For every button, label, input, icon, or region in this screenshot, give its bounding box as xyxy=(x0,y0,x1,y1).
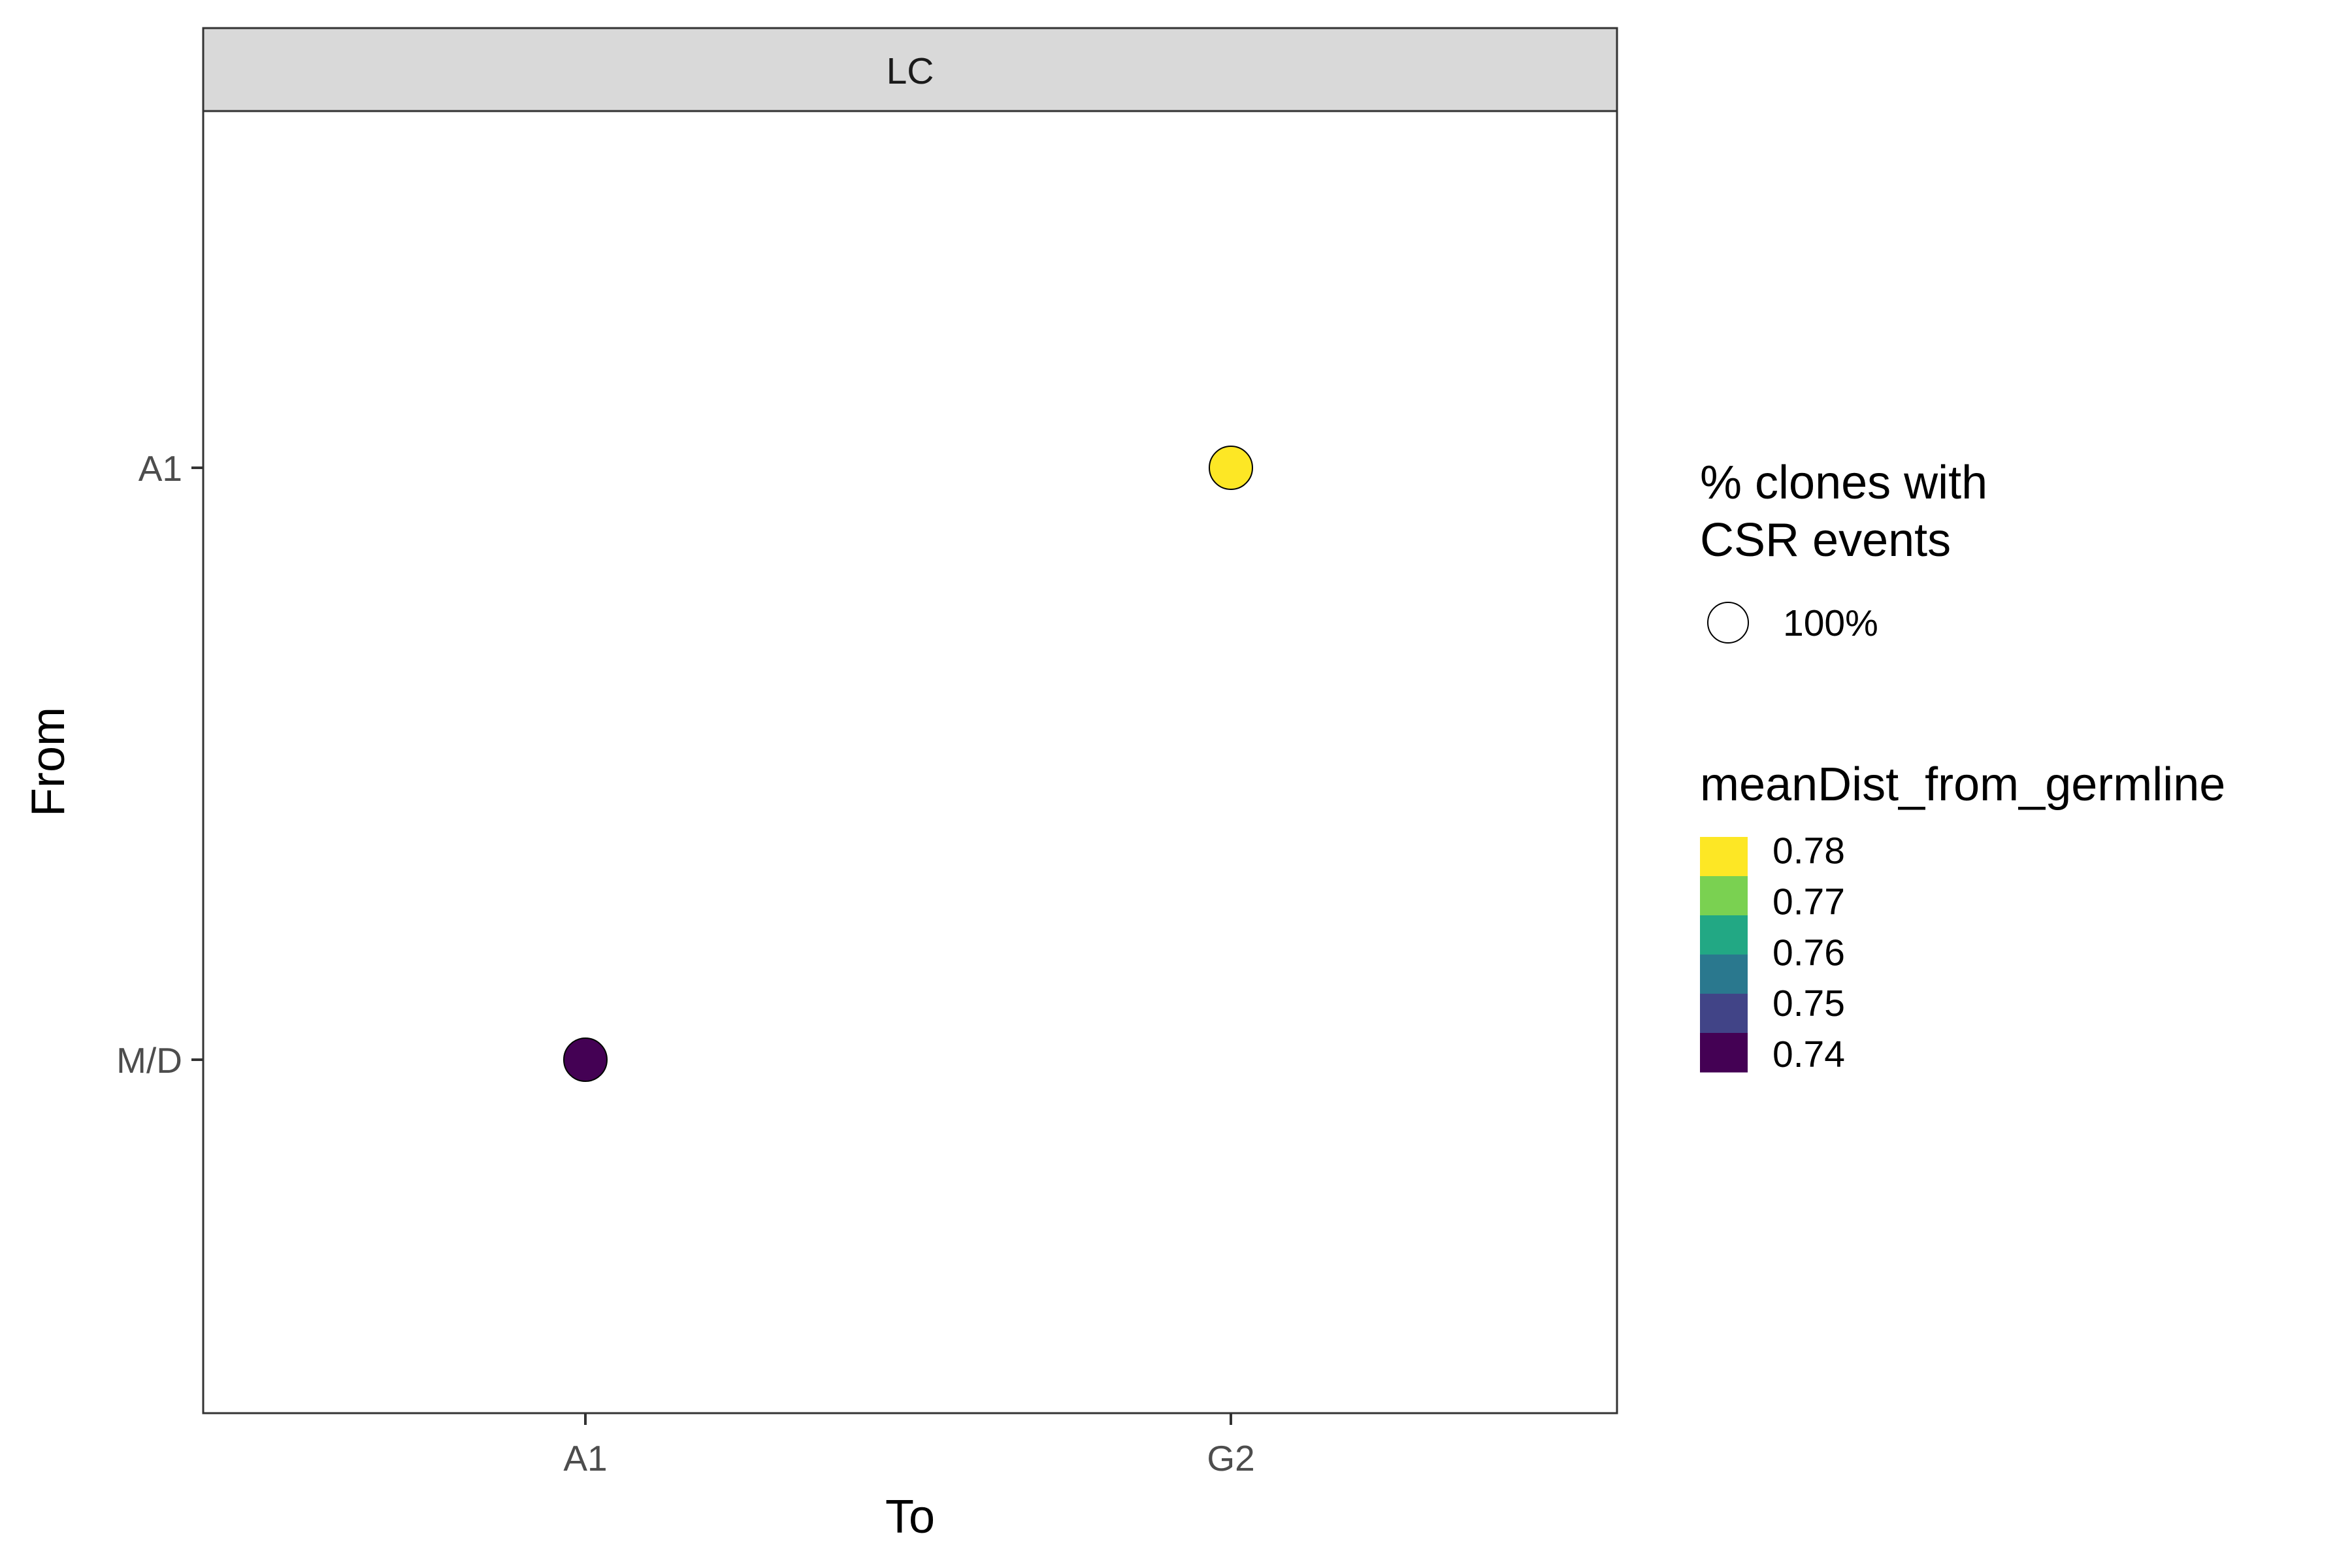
colorbar-segment xyxy=(1700,994,1748,1034)
facet-strip-label: LC xyxy=(887,50,934,92)
y-tick-label: A1 xyxy=(139,448,182,489)
colorbar-label: 0.75 xyxy=(1772,983,1845,1024)
colorbar-label: 0.76 xyxy=(1772,932,1845,973)
x-axis: A1 G2 xyxy=(563,1413,1255,1478)
colorbar-label: 0.77 xyxy=(1772,881,1845,923)
data-point xyxy=(1209,446,1253,490)
data-point xyxy=(563,1037,608,1082)
size-legend: % clones with CSR events 100% xyxy=(1700,457,1987,644)
x-tick-label: A1 xyxy=(563,1438,607,1478)
size-legend-title-line1: % clones with xyxy=(1700,457,1987,509)
colorbar-segment xyxy=(1700,837,1748,877)
y-axis-title: From xyxy=(22,707,74,817)
colorbar-segment xyxy=(1700,915,1748,955)
points-layer xyxy=(563,446,1253,1082)
facet-strip xyxy=(202,27,1618,112)
colorbar xyxy=(1700,837,1748,1073)
colorbar-label: 0.74 xyxy=(1772,1034,1845,1075)
x-axis-title: To xyxy=(885,1491,935,1543)
size-legend-label: 100% xyxy=(1783,602,1878,644)
colorbar-segment xyxy=(1700,876,1748,916)
y-tick-label: M/D xyxy=(116,1040,182,1081)
size-legend-key xyxy=(1707,602,1749,644)
colorbar-segment xyxy=(1700,955,1748,994)
size-legend-title-line2: CSR events xyxy=(1700,514,1951,566)
plot-panel xyxy=(202,110,1618,1414)
color-legend: meanDist_from_germline 0.780.770.760.750… xyxy=(1700,759,2225,1075)
colorbar-segment xyxy=(1700,1033,1748,1073)
colorbar-labels: 0.78 0.77 0.76 0.75 0.74 xyxy=(1772,830,1845,1075)
x-tick-label: G2 xyxy=(1207,1438,1254,1478)
colorbar-label: 0.78 xyxy=(1772,830,1845,872)
color-legend-title: meanDist_from_germline xyxy=(1700,759,2225,811)
y-axis: M/D A1 xyxy=(116,448,203,1081)
